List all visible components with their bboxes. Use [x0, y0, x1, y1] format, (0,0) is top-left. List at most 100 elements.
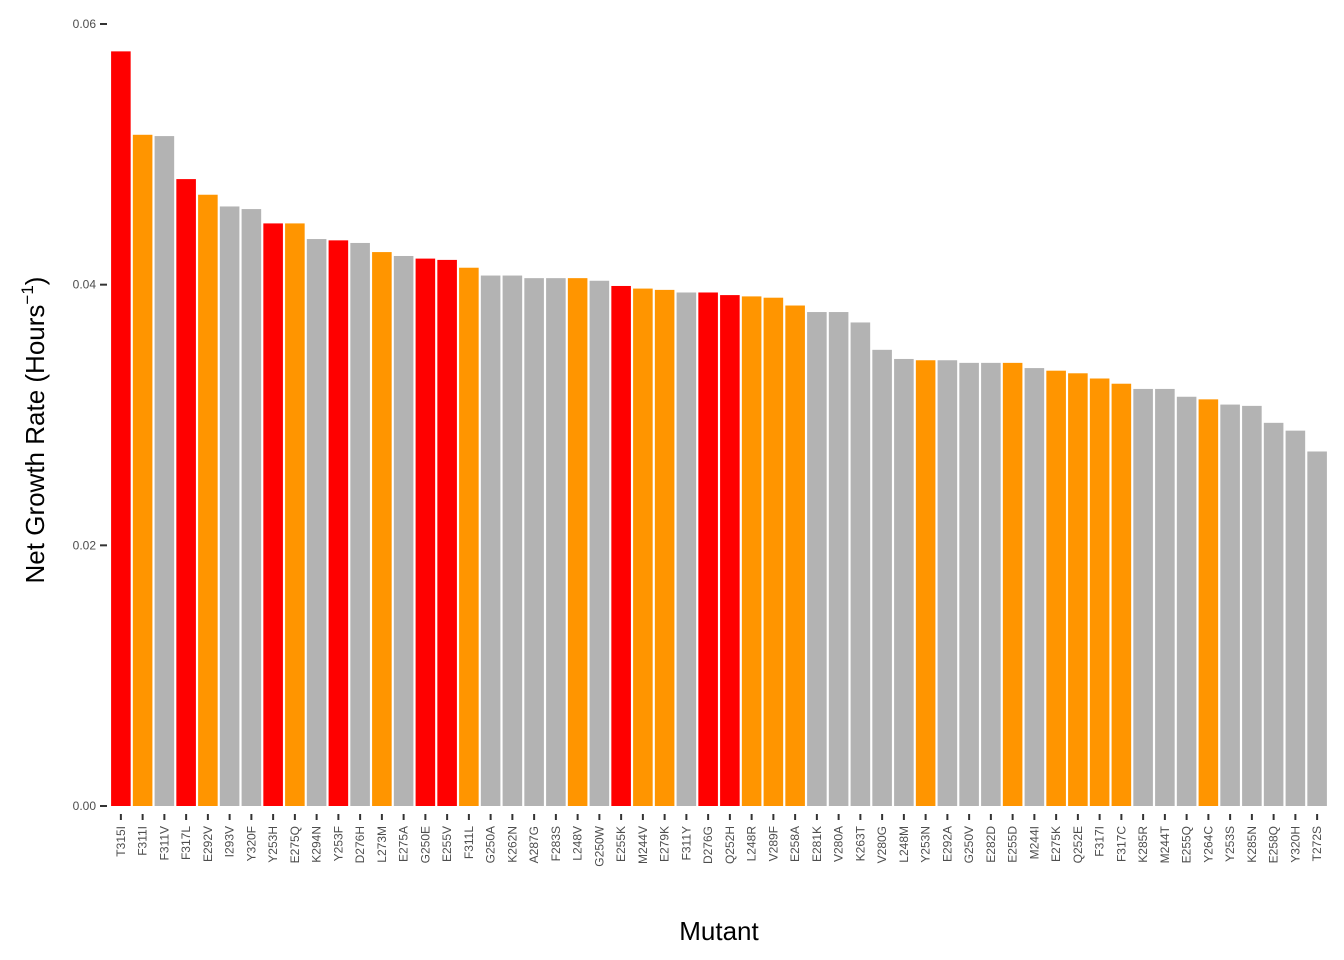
x-tick-label: Y253F	[331, 826, 345, 861]
y-tick-label: 0.06	[73, 17, 97, 31]
x-tick-label: F311Y	[679, 826, 693, 860]
bar-e255q	[1176, 396, 1197, 806]
x-tick-label: E258Q	[1267, 826, 1281, 863]
bar-y320f	[241, 209, 262, 806]
x-tick-label: G250A	[484, 826, 498, 863]
bar-e255k	[611, 285, 631, 807]
x-tick-label: Y320F	[244, 826, 258, 861]
bar-f317i	[1089, 378, 1110, 806]
x-tick-label: E292V	[201, 826, 215, 862]
bar-l248r	[741, 296, 762, 806]
x-tick-label: V289F	[766, 826, 780, 861]
bar-g250v	[959, 362, 979, 806]
x-tick-label: F311L	[462, 826, 476, 859]
bar-t272s	[1307, 451, 1327, 806]
bar-y253s	[1220, 404, 1240, 806]
bar-l273m	[372, 252, 392, 807]
bar-e275a	[393, 255, 414, 806]
bar-v289f	[763, 297, 784, 806]
x-tick-label: Q252H	[723, 826, 737, 864]
x-tick-label: I293V	[223, 826, 237, 857]
x-tick-label: F311V	[157, 826, 171, 860]
bar-e282d	[981, 362, 1001, 806]
bar-l248v	[567, 278, 588, 806]
bar-e292v	[198, 194, 218, 806]
bar-g250a	[480, 275, 501, 806]
x-tick-label: F283S	[549, 826, 563, 861]
x-tick-label: E275K	[1049, 826, 1063, 862]
bar-y253f	[328, 240, 349, 806]
bar-y264c	[1198, 399, 1219, 806]
y-tick-label: 0.00	[73, 799, 97, 813]
bar-e279k	[654, 289, 675, 806]
x-tick-label: K285R	[1136, 826, 1150, 863]
bar-g250w	[589, 280, 610, 806]
bar-d276h	[350, 242, 370, 806]
x-tick-label: Y264C	[1201, 826, 1215, 863]
y-axis: 0.00 0.02 0.04 0.06	[73, 17, 107, 813]
x-tick-label: E292A	[940, 826, 954, 862]
x-tick-label: M244V	[636, 826, 650, 864]
x-tick-label: Q252E	[1071, 826, 1085, 863]
bar-d276g	[698, 292, 718, 806]
bar-e275q	[285, 223, 305, 806]
y-axis-title: Net Growth Rate (Hours−1)	[18, 277, 50, 584]
bar-m244v	[633, 288, 653, 806]
bar-v280a	[828, 312, 849, 806]
bar-k263t	[850, 322, 871, 806]
x-tick-label: D276H	[353, 826, 367, 863]
bar-q252h	[720, 295, 740, 806]
y-axis-title-close: )	[20, 277, 50, 286]
bar-g250e	[415, 258, 436, 807]
bar-f283s	[546, 278, 566, 806]
x-tick-label: E275Q	[288, 826, 302, 863]
bar-e281k	[807, 312, 827, 806]
x-tick-label: E255D	[1006, 826, 1020, 863]
bar-e255v	[437, 259, 457, 806]
x-tick-label: G250E	[418, 826, 432, 863]
bar-f311y	[676, 292, 697, 806]
x-tick-label: M244T	[1158, 825, 1172, 863]
bar-m244t	[1155, 388, 1175, 806]
bar-k285r	[1133, 388, 1153, 806]
x-tick-label: F311I	[136, 826, 150, 856]
y-tick-label: 0.04	[73, 278, 97, 292]
bar-k294n	[306, 239, 327, 807]
x-tick-label: G250W	[592, 825, 606, 866]
x-tick-label: E255V	[440, 826, 454, 862]
bar-e258a	[785, 305, 805, 806]
x-tick-label: E275A	[397, 826, 411, 862]
bar-k285n	[1242, 405, 1262, 806]
x-tick-label: K294N	[310, 826, 324, 863]
bar-k262n	[502, 275, 523, 806]
bar-f311i	[132, 134, 153, 807]
x-tick-label: V280G	[875, 826, 889, 863]
x-tick-label: Y253H	[266, 826, 280, 863]
bar-y320h	[1285, 430, 1306, 806]
x-tick-label: Y253N	[919, 826, 933, 863]
x-tick-label: E258A	[788, 826, 802, 862]
x-axis-title: Mutant	[679, 916, 759, 946]
y-axis-title-main: Net Growth Rate (Hours	[20, 305, 50, 584]
x-tick-label: K263T	[853, 825, 867, 861]
bar-i293v	[219, 206, 240, 806]
x-tick-label: M244I	[1027, 826, 1041, 859]
x-tick-label: E255K	[614, 826, 628, 862]
x-tick-label: G250V	[962, 826, 976, 863]
x-tick-label: F317L	[179, 826, 193, 860]
y-axis-title-superscript: −1	[18, 285, 37, 304]
bar-y253n	[915, 360, 936, 806]
x-tick-label: K285N	[1245, 826, 1259, 863]
bar-m244i	[1024, 368, 1045, 806]
x-tick-label: L248M	[897, 826, 911, 863]
bar-e258q	[1263, 422, 1284, 806]
x-tick-label: Y253S	[1223, 826, 1237, 862]
bar-t315i	[111, 51, 131, 807]
x-tick-label: E255Q	[1180, 826, 1194, 863]
y-tick-label: 0.02	[73, 538, 97, 552]
bar-y253h	[263, 223, 283, 806]
bar-e275k	[1046, 370, 1066, 806]
bar-l248m	[894, 358, 914, 806]
bar-v280g	[872, 349, 892, 806]
